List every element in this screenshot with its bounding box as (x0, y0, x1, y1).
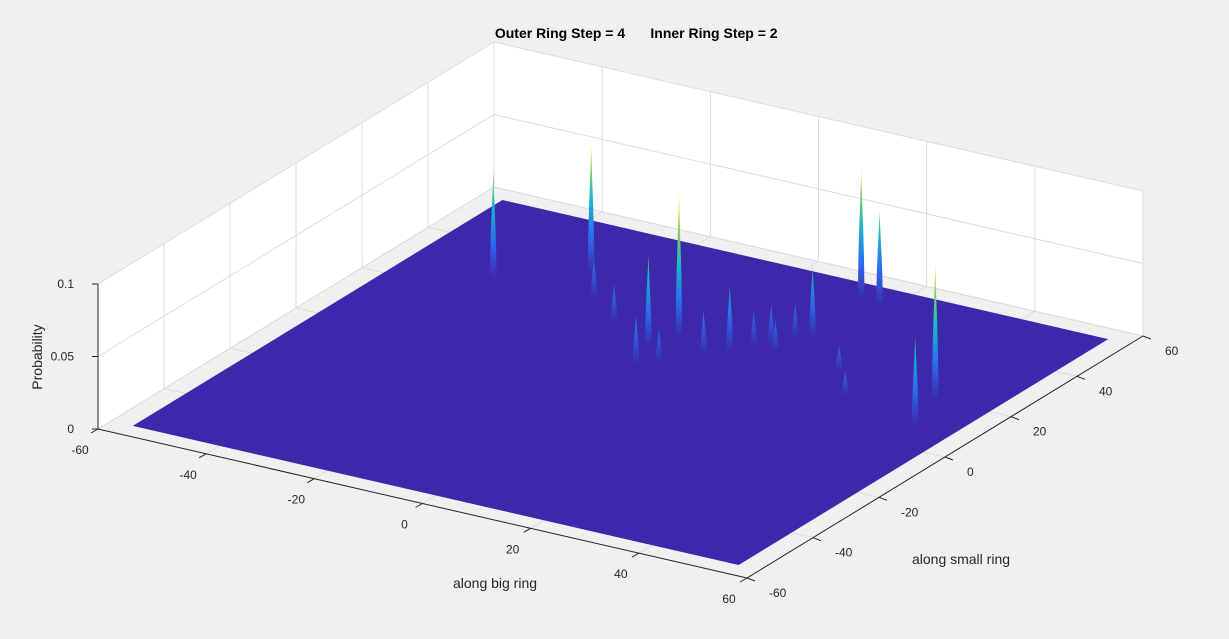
y-tick-mark (1076, 375, 1086, 380)
surface-peak (490, 171, 497, 279)
surface-peak (655, 327, 663, 364)
surface-peak (700, 310, 707, 355)
surface-peaks (490, 145, 939, 426)
surface-peak (792, 303, 799, 340)
surface-peak (632, 316, 640, 364)
x-tick-label: 40 (614, 567, 628, 581)
surface-peak (932, 262, 939, 400)
y-tick-mark (878, 496, 888, 501)
y-tick-label: -40 (835, 546, 853, 560)
surface-peak (841, 370, 849, 396)
surface-peak (750, 310, 757, 347)
y-tick-mark (746, 577, 756, 582)
y-tick-mark (1142, 335, 1152, 340)
y-tick-label: 40 (1099, 384, 1113, 398)
x-axis-label: along big ring (453, 575, 537, 591)
surface-peak (876, 210, 883, 307)
x-tick-label: -60 (71, 443, 89, 457)
surface-peak (858, 168, 865, 300)
z-axis-label: Probability (29, 324, 45, 389)
chart-title-outer: Outer Ring Step = 4 (495, 25, 626, 41)
surface-peak (772, 319, 779, 352)
surface-peak (835, 345, 843, 372)
surface-peak (675, 192, 683, 338)
wall-gridline-z (97, 41, 1144, 285)
y-tick-label: 0 (967, 465, 974, 479)
x-tick-label: 60 (722, 592, 736, 606)
x-tick-mark (739, 577, 748, 583)
x-tick-label: 0 (401, 518, 408, 532)
y-tick-label: -20 (901, 505, 919, 519)
x-tick-label: -20 (288, 493, 306, 507)
wall-gridline-z (97, 113, 1144, 357)
y-axis-label: along small ring (912, 551, 1010, 567)
surface-peak (610, 283, 618, 323)
surface-peak (809, 265, 816, 338)
z-tick-label: 0 (67, 422, 74, 436)
surface-peak (768, 304, 775, 345)
surface-peak (590, 258, 598, 299)
x-tick-mark (198, 453, 207, 459)
x-tick-mark (523, 527, 531, 533)
x-tick-mark (90, 428, 99, 434)
y-tick-mark (944, 456, 954, 461)
surface-peak (645, 254, 652, 348)
surface-peak (912, 336, 919, 426)
z-tick-label: 0.1 (57, 277, 74, 291)
tick-labels: -60 -40 -20 0 20 40 60 -60 -40 -20 0 20 40 60 0 0.05 0.1 (51, 277, 1179, 606)
y-tick-mark (812, 537, 822, 542)
surface-peak (726, 285, 733, 353)
x-tick-mark (307, 478, 315, 484)
y-tick-label: 60 (1165, 344, 1179, 358)
y-tick-label: 20 (1033, 425, 1047, 439)
floor-gridline-y (493, 186, 1144, 337)
axes-lines (90, 283, 1152, 583)
y-tick-label: -60 (769, 586, 787, 600)
z-tick-label: 0.05 (51, 350, 75, 364)
surface-peak (587, 145, 595, 274)
x-tick-label: 20 (506, 542, 520, 556)
y-tick-mark (1010, 416, 1020, 421)
x-tick-label: -40 (179, 468, 197, 482)
x-tick-mark (415, 503, 423, 508)
chart-title-inner: Inner Ring Step = 2 (650, 25, 777, 41)
x-tick-mark (631, 552, 640, 558)
